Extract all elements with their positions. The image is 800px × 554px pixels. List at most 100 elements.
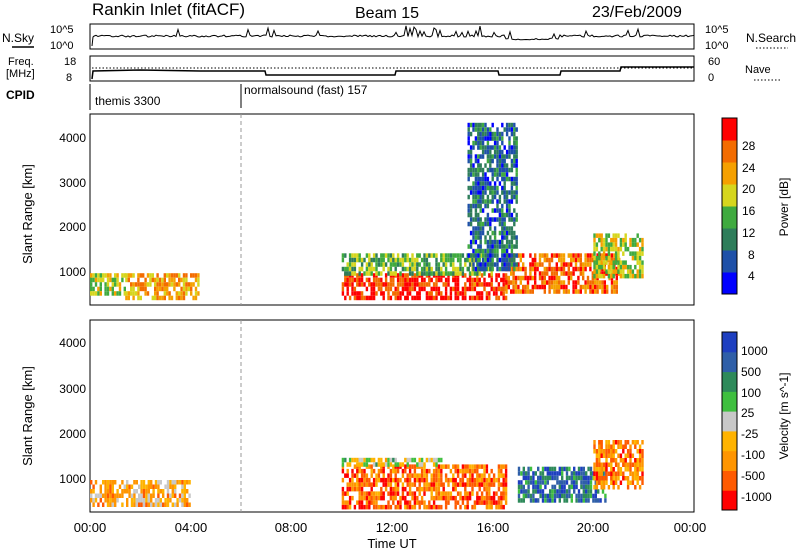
power-cell: [546, 266, 549, 272]
power-cell: [491, 248, 494, 254]
velocity-cell: [546, 466, 549, 472]
power-cell: [508, 257, 511, 263]
velocity-cell: [344, 491, 347, 496]
velocity-cell: [551, 493, 554, 499]
velocity-cell: [360, 473, 364, 478]
velocity-cell: [387, 482, 390, 487]
power-cell: [137, 277, 140, 283]
power-cell: [474, 181, 478, 186]
velocity-cell: [634, 471, 637, 476]
power-cell: [631, 255, 635, 261]
power-cell: [449, 257, 453, 263]
power-cell: [622, 251, 625, 256]
power-cell: [459, 291, 462, 296]
power-cell: [562, 266, 566, 272]
velocity-cell: [444, 464, 448, 469]
power-cell: [472, 140, 475, 146]
power-cell: [600, 246, 603, 252]
power-cell: [396, 273, 400, 278]
power-cell: [466, 277, 469, 283]
power-cell: [496, 199, 499, 204]
power-cell: [479, 199, 482, 204]
power-cell: [372, 282, 376, 287]
velocity-cell: [104, 480, 107, 485]
velocity-cell: [440, 464, 443, 469]
power-cell: [154, 282, 157, 287]
power-cell: [474, 239, 478, 245]
power-cell: [444, 266, 448, 272]
power-cell: [626, 269, 630, 274]
power-cell: [505, 253, 509, 258]
velocity-cell: [565, 498, 569, 503]
nsearch-label: N.Search: [746, 31, 796, 45]
velocity-cell: [500, 473, 503, 478]
velocity-cell: [370, 500, 373, 505]
velocity-cell: [466, 482, 469, 487]
power-colorbar-swatch: [722, 118, 737, 141]
power-cell: [406, 257, 409, 263]
power-cell: [348, 277, 352, 283]
power-cell: [182, 273, 186, 278]
power-cell: [496, 136, 499, 141]
power-cell: [456, 282, 460, 287]
power-cell: [602, 255, 606, 261]
velocity-cell: [598, 480, 601, 485]
power-colorbar-swatch: [722, 162, 737, 185]
velocity-cell: [102, 493, 105, 498]
velocity-cell: [478, 486, 481, 492]
power-cell: [479, 167, 482, 173]
power-cell: [489, 163, 492, 168]
velocity-cell: [437, 495, 441, 501]
velocity-cell: [522, 489, 525, 494]
power-cell: [416, 271, 419, 276]
power-cell: [612, 242, 615, 247]
velocity-cell: [522, 498, 525, 503]
velocity-cell: [437, 468, 441, 474]
velocity-cell: [382, 504, 385, 510]
power-cell: [612, 233, 615, 238]
power-cell: [491, 136, 494, 141]
power-cb-tick-16: 16: [742, 204, 756, 218]
power-cell: [344, 253, 347, 258]
velocity-cell: [601, 471, 605, 476]
velocity-cell: [358, 468, 361, 474]
velocity-cell: [389, 468, 393, 474]
power-cell: [467, 149, 470, 155]
velocity-cell: [147, 489, 150, 494]
velocity-cb-tick-100: 100: [741, 386, 761, 400]
power-cell: [411, 286, 414, 292]
power-cells: [90, 122, 644, 301]
velocity-cell: [370, 482, 373, 487]
velocity-cell: [492, 491, 496, 496]
velocity-cell: [497, 468, 501, 474]
x-tick-2000: 20:00: [577, 520, 610, 535]
power-cell: [396, 277, 400, 283]
power-cell: [484, 136, 487, 141]
power-cell: [491, 122, 494, 128]
power-cell: [498, 230, 502, 236]
power-cell: [428, 277, 431, 283]
velocity-cell: [183, 480, 186, 485]
velocity-cell: [346, 473, 349, 478]
power-cell: [510, 217, 514, 222]
power-cell: [477, 212, 480, 218]
velocity-cell: [356, 457, 359, 463]
power-cell: [399, 291, 402, 296]
velocity-cell: [636, 458, 639, 463]
velocity-cell: [351, 468, 354, 474]
velocity-cell: [435, 462, 438, 467]
velocity-cell: [348, 457, 352, 463]
power-cell: [477, 136, 480, 141]
power-cell: [601, 253, 604, 258]
velocity-cell: [384, 504, 388, 510]
velocity-cell: [544, 493, 547, 499]
power-cell: [370, 257, 373, 263]
velocity-cell: [435, 486, 438, 492]
power-cell: [490, 286, 493, 292]
power-cell: [572, 284, 575, 290]
power-cell: [474, 185, 478, 191]
power-cell: [358, 271, 361, 276]
velocity-y-label: Slant Range [km]: [20, 366, 35, 466]
power-cell: [425, 282, 429, 287]
power-cell: [526, 289, 530, 294]
